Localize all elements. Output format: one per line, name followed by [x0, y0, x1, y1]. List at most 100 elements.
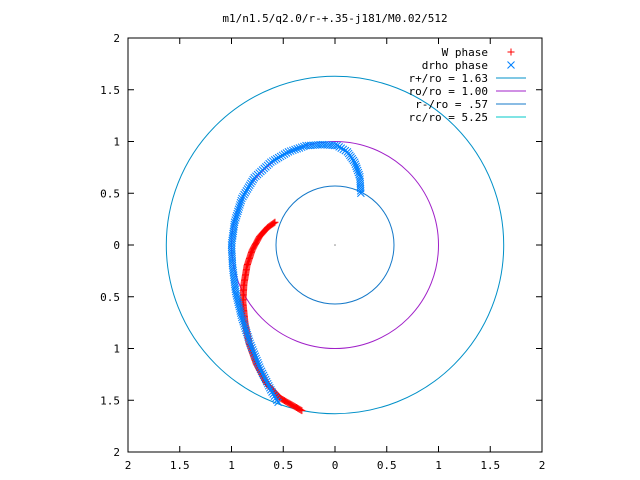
point-1-38	[302, 141, 310, 150]
point-1-137	[243, 330, 252, 339]
point-1-145	[249, 348, 258, 356]
point-1-74	[240, 190, 248, 199]
point-1-81	[234, 205, 243, 214]
point-1-50	[276, 152, 285, 161]
y-tick-label-6: 1	[113, 343, 120, 356]
y-tick-label-8: 2	[113, 446, 120, 459]
point-1-66	[249, 175, 257, 184]
point-1-82	[234, 207, 242, 216]
point-1-12	[352, 162, 360, 171]
point-1-150	[254, 358, 262, 367]
x-tick-label-2: 1	[228, 459, 235, 472]
point-1-159	[262, 377, 271, 386]
point-1-51	[274, 153, 283, 162]
center-dot	[334, 244, 336, 246]
point-1-133	[240, 322, 249, 330]
point-1-79	[236, 201, 244, 209]
y-axis-ticks: 2 1.5 1 0.5 0 0.5 1 1.5 2	[100, 32, 542, 459]
point-1-84	[232, 211, 241, 220]
point-1-167	[271, 394, 280, 403]
point-1-86	[231, 216, 240, 224]
point-1-83	[233, 209, 242, 218]
point-1-78	[236, 198, 245, 207]
y-tick-label-0: 2	[113, 32, 120, 45]
point-1-149	[253, 356, 261, 365]
point-1-147	[251, 352, 260, 361]
point-1-166	[270, 392, 279, 400]
point-1-155	[258, 369, 267, 378]
point-1-128	[237, 311, 246, 320]
point-1-71	[243, 185, 252, 193]
point-0-177	[298, 407, 306, 415]
x-tick-label-3: 0.5	[273, 459, 293, 472]
point-1-54	[268, 157, 277, 165]
point-1-138	[244, 333, 252, 341]
point-1-151	[254, 361, 263, 369]
x-tick-label-6: 1	[435, 459, 442, 472]
x-axis-ticks: 2 1.5 1 0.5 0 0.5 1 1.5 2	[125, 38, 546, 472]
y-tick-label-4: 0	[113, 239, 120, 252]
point-1-139	[244, 335, 253, 343]
point-1-129	[237, 313, 246, 322]
legend-label-0: W phase	[442, 46, 488, 59]
point-1-23	[337, 144, 346, 152]
x-tick-label-4: 0	[332, 459, 339, 472]
point-1-48	[280, 150, 289, 159]
point-1-142	[247, 341, 255, 350]
legend-label-5: rc/ro = 5.25	[409, 111, 488, 124]
point-1-42	[293, 144, 302, 153]
series-1	[227, 140, 365, 407]
point-1-65	[250, 173, 259, 182]
point-1-169	[274, 398, 282, 407]
point-1-72	[242, 187, 251, 195]
legend-swatch-0	[507, 48, 515, 56]
legend-swatch-1	[507, 61, 515, 69]
point-1-13	[351, 160, 360, 169]
point-1-144	[248, 345, 257, 354]
legend-label-4: r-/ro = .57	[415, 98, 488, 111]
point-1-162	[265, 383, 274, 392]
y-tick-label-7: 1.5	[100, 394, 120, 407]
point-1-40	[297, 143, 306, 152]
point-1-154	[257, 367, 266, 376]
legend-label-3: ro/ro = 1.00	[409, 85, 488, 98]
chart-title: m1/n1.5/q2.0/r-+.35-j181/M0.02/512	[222, 12, 447, 25]
point-1-157	[260, 373, 269, 382]
point-1-80	[235, 203, 244, 211]
point-1-10	[353, 166, 362, 175]
point-1-21	[341, 146, 350, 155]
point-1-46	[284, 147, 293, 156]
x-tick-label-8: 2	[539, 459, 546, 472]
point-1-53	[270, 156, 279, 164]
point-1-148	[252, 354, 261, 363]
point-1-160	[263, 379, 272, 388]
y-tick-label-3: 0.5	[100, 187, 120, 200]
point-0-176	[297, 406, 305, 414]
point-1-73	[241, 188, 250, 197]
point-1-9	[354, 168, 363, 177]
point-1-8	[355, 170, 363, 179]
point-1-141	[246, 339, 254, 348]
legend-label-2: r+/ro = 1.63	[409, 72, 488, 85]
y-tick-label-2: 1	[113, 136, 120, 149]
point-1-11	[353, 164, 361, 173]
circle-0	[165, 75, 505, 415]
point-1-43	[291, 145, 299, 154]
x-tick-label-5: 0.5	[377, 459, 397, 472]
y-tick-label-1: 1.5	[100, 84, 120, 97]
point-1-143	[248, 343, 256, 352]
point-1-76	[237, 194, 246, 203]
point-1-39	[299, 142, 308, 151]
point-1-131	[239, 317, 248, 326]
point-1-132	[240, 320, 248, 328]
point-1-68	[247, 179, 255, 188]
point-1-85	[232, 214, 240, 222]
point-1-52	[272, 154, 281, 163]
point-1-153	[256, 365, 265, 374]
point-1-168	[273, 396, 281, 405]
point-1-45	[286, 147, 295, 155]
x-tick-label-1: 1.5	[170, 459, 190, 472]
point-1-165	[269, 390, 278, 398]
